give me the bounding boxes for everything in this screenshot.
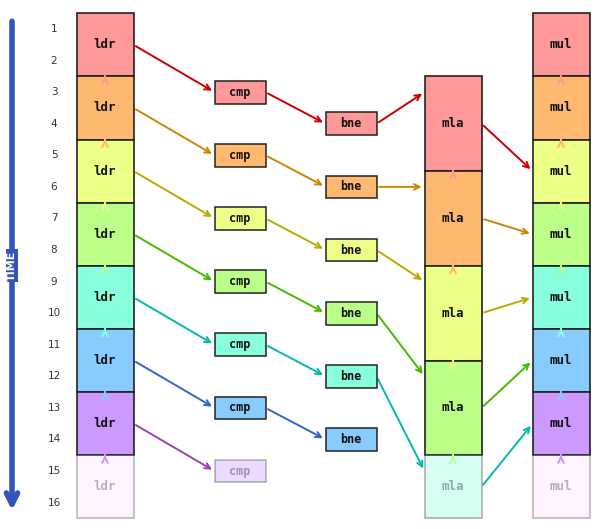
Text: 13: 13 [47,403,61,413]
Bar [533,140,589,203]
Bar [215,207,266,230]
Bar [533,76,589,140]
Bar [533,266,589,329]
Text: ldr: ldr [94,102,116,114]
Text: mul: mul [550,228,572,241]
Text: bne: bne [340,307,362,320]
Bar [425,455,482,518]
Bar [77,203,133,266]
Text: mla: mla [442,480,464,494]
Bar [325,428,377,451]
Text: 5: 5 [50,150,58,160]
Text: cmp: cmp [229,149,251,162]
Bar [325,302,377,325]
Bar [77,266,133,329]
Text: mul: mul [550,102,572,114]
Bar [425,361,482,455]
Text: 9: 9 [50,277,58,287]
Text: mul: mul [550,480,572,494]
Text: 11: 11 [47,340,61,350]
Text: bne: bne [340,243,362,257]
Bar [215,270,266,293]
Bar [77,329,133,392]
Text: 6: 6 [50,182,58,192]
Text: bne: bne [340,180,362,194]
Bar [77,140,133,203]
Text: bne: bne [340,433,362,446]
Text: mul: mul [550,165,572,178]
Bar [215,460,266,482]
Bar [425,266,482,361]
Text: mul: mul [550,354,572,367]
Text: ldr: ldr [94,228,116,241]
Text: mul: mul [550,38,572,51]
Bar [425,76,482,171]
Text: ldr: ldr [94,480,116,494]
Text: 2: 2 [50,56,58,66]
Bar [77,13,133,76]
Text: 1: 1 [50,24,58,34]
Text: cmp: cmp [229,86,251,99]
Bar [533,203,589,266]
Bar [533,392,589,455]
Bar [215,397,266,419]
Text: 8: 8 [50,245,58,255]
Text: 4: 4 [50,118,58,129]
Text: ldr: ldr [94,38,116,51]
Bar [533,13,589,76]
Bar [425,171,482,266]
Text: mla: mla [442,307,464,320]
Bar [77,76,133,140]
Bar [215,144,266,167]
Bar [77,455,133,518]
Bar [533,329,589,392]
Bar [325,365,377,388]
Text: TIME: TIME [7,251,17,281]
Bar [77,392,133,455]
Text: 10: 10 [47,308,61,318]
Text: 15: 15 [47,466,61,476]
Text: ldr: ldr [94,417,116,430]
Text: ldr: ldr [94,291,116,304]
Text: bne: bne [340,117,362,130]
Bar [325,239,377,261]
Text: mla: mla [442,117,464,130]
Bar [215,333,266,356]
Text: cmp: cmp [229,464,251,478]
Text: 14: 14 [47,434,61,444]
Text: 3: 3 [50,87,58,97]
Text: bne: bne [340,370,362,383]
Bar [215,81,266,104]
Text: mla: mla [442,402,464,414]
Text: 12: 12 [47,371,61,381]
Bar [533,455,589,518]
Text: cmp: cmp [229,275,251,288]
Text: mul: mul [550,417,572,430]
Bar [325,112,377,135]
Text: ldr: ldr [94,165,116,178]
Text: 16: 16 [47,498,61,508]
Bar [325,176,377,198]
Text: 7: 7 [50,214,58,223]
Text: mla: mla [442,212,464,225]
Text: cmp: cmp [229,338,251,351]
Text: mul: mul [550,291,572,304]
Text: ldr: ldr [94,354,116,367]
Text: cmp: cmp [229,402,251,414]
Text: cmp: cmp [229,212,251,225]
